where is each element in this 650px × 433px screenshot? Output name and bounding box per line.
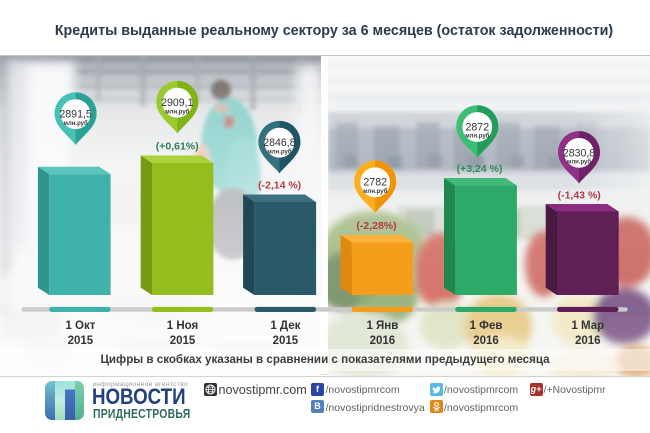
- svg-text:2872: 2872: [466, 121, 490, 133]
- svg-text:2782: 2782: [363, 177, 387, 189]
- svg-text:(+3,24 %): (+3,24 %): [457, 163, 503, 175]
- svg-text:2891,5: 2891,5: [59, 109, 92, 121]
- svg-text:2846,8: 2846,8: [263, 137, 296, 149]
- svg-text:2830,8: 2830,8: [563, 147, 596, 159]
- svg-text:(-2,28%): (-2,28%): [356, 220, 396, 232]
- svg-text:млн.руб: млн.руб: [64, 120, 88, 127]
- svg-text:млн.руб: млн.руб: [165, 108, 189, 115]
- svg-text:(-2,14 %): (-2,14 %): [258, 179, 301, 191]
- svg-text:2909,1: 2909,1: [161, 97, 194, 109]
- svg-text:млн.руб: млн.руб: [567, 159, 591, 166]
- svg-text:млн.руб: млн.руб: [363, 188, 387, 195]
- svg-text:млн.руб: млн.руб: [267, 148, 291, 155]
- svg-text:(-1,43 %): (-1,43 %): [558, 190, 601, 202]
- svg-text:млн.руб: млн.руб: [465, 133, 489, 140]
- svg-text:(+0,61%): (+0,61%): [156, 141, 199, 153]
